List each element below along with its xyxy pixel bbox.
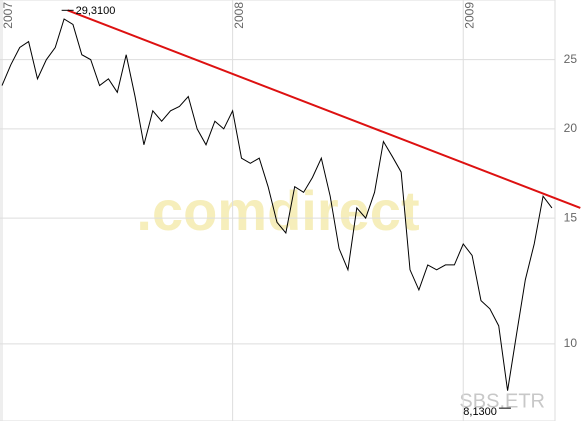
plot-area [0, 0, 556, 421]
price-line [1, 18, 553, 391]
y-tick-label: 20 [564, 121, 578, 135]
y-tick-label: 15 [564, 210, 578, 224]
annotation-label: 8,1300 [463, 406, 497, 418]
trend-line [67, 9, 581, 209]
watermark: .comdirect [136, 179, 419, 242]
x-tick-label: 2007 [1, 2, 15, 29]
symbol: SBS.ETR [459, 390, 545, 412]
y-tick-label: 25 [564, 52, 578, 66]
y-tick-label: 10 [564, 336, 578, 350]
x-tick-label: 2008 [232, 2, 246, 29]
x-tick-label: 2009 [462, 2, 476, 29]
annotation-label: 29,3100 [76, 5, 116, 17]
